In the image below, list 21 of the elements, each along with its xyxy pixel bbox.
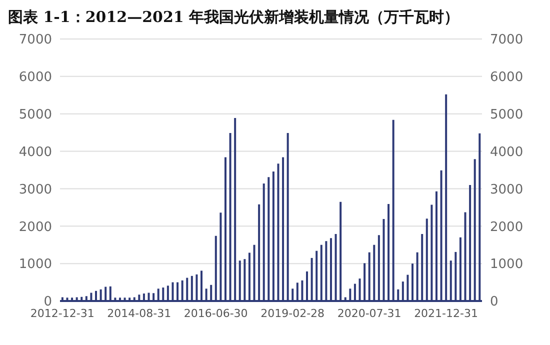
x-tick-label: 2019-02-28 <box>260 306 325 320</box>
x-tick-label: 2021-12-31 <box>414 306 478 320</box>
y2-tick-label: 7000 <box>490 32 524 48</box>
y2-tick-label: 3000 <box>490 182 524 198</box>
y2-tick-label: 2000 <box>490 220 524 235</box>
x-tick-label: 2020-07-31 <box>337 306 402 320</box>
y2-tick-label: 5000 <box>490 107 524 122</box>
x-tick-label: 2016-06-30 <box>184 306 248 320</box>
y-tick-label: 2000 <box>18 220 52 235</box>
y-tick-label: 3000 <box>18 182 52 198</box>
y-tick-label: 5000 <box>18 107 52 122</box>
y-tick-label: 7000 <box>18 32 52 48</box>
x-tick-label: 2014-08-31 <box>107 306 172 320</box>
y2-tick-label: 4000 <box>490 144 524 160</box>
y-tick-label: 6000 <box>18 70 52 86</box>
chart-title: 图表 1-1：2012—2021 年我国光伏新增装机量情况（万千瓦时） <box>8 8 460 27</box>
y2-tick-label: 0 <box>490 294 498 310</box>
y2-tick-label: 6000 <box>490 70 524 86</box>
y-tick-label: 4000 <box>18 144 52 160</box>
y2-tick-label: 1000 <box>490 257 524 272</box>
y-tick-label: 1000 <box>18 257 52 272</box>
